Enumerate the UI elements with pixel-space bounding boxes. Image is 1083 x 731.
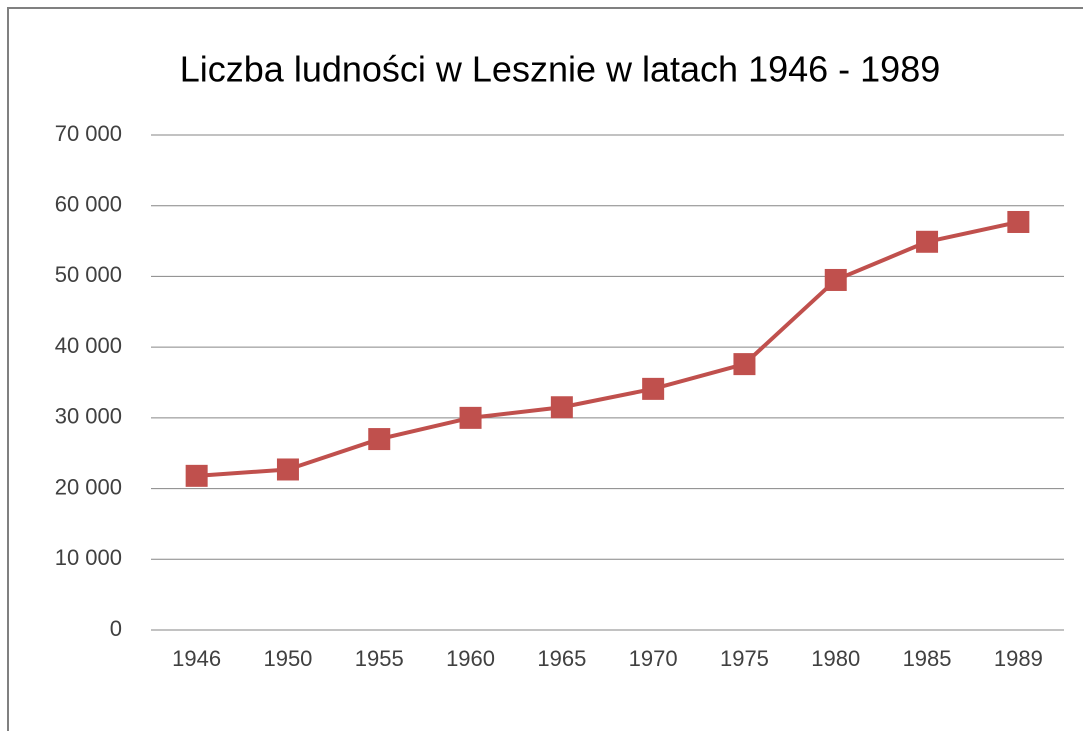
chart-title: Liczba ludności w Lesznie w latach 1946 …: [180, 49, 940, 90]
y-tick-label: 0: [110, 616, 122, 641]
x-tick-label: 1985: [903, 646, 952, 671]
x-tick-label: 1975: [720, 646, 769, 671]
data-point: [1007, 210, 1030, 233]
data-point: [824, 268, 847, 291]
data-point: [642, 377, 665, 400]
x-tick-label: 1970: [629, 646, 678, 671]
y-tick-label: 70 000: [55, 121, 122, 146]
data-point: [276, 458, 299, 481]
x-tick-label: 1946: [172, 646, 221, 671]
x-tick-label: 1950: [263, 646, 312, 671]
x-tick-label: 1980: [811, 646, 860, 671]
y-tick-label: 60 000: [55, 192, 122, 217]
y-tick-label: 20 000: [55, 474, 122, 499]
x-tick-label: 1989: [994, 646, 1043, 671]
x-tick-label: 1955: [355, 646, 404, 671]
y-tick-label: 50 000: [55, 262, 122, 287]
series-line: [196, 220, 1019, 478]
y-tick-label: 10 000: [55, 545, 122, 570]
y-tick-label: 30 000: [55, 404, 122, 429]
x-tick-label: 1965: [537, 646, 586, 671]
data-point: [916, 230, 939, 253]
chart-border: [7, 7, 1083, 731]
data-point: [733, 353, 756, 376]
data-point: [550, 396, 573, 419]
data-point: [459, 406, 482, 429]
y-tick-label: 40 000: [55, 333, 122, 358]
data-point: [185, 464, 208, 487]
data-point: [368, 428, 391, 451]
x-tick-label: 1960: [446, 646, 495, 671]
